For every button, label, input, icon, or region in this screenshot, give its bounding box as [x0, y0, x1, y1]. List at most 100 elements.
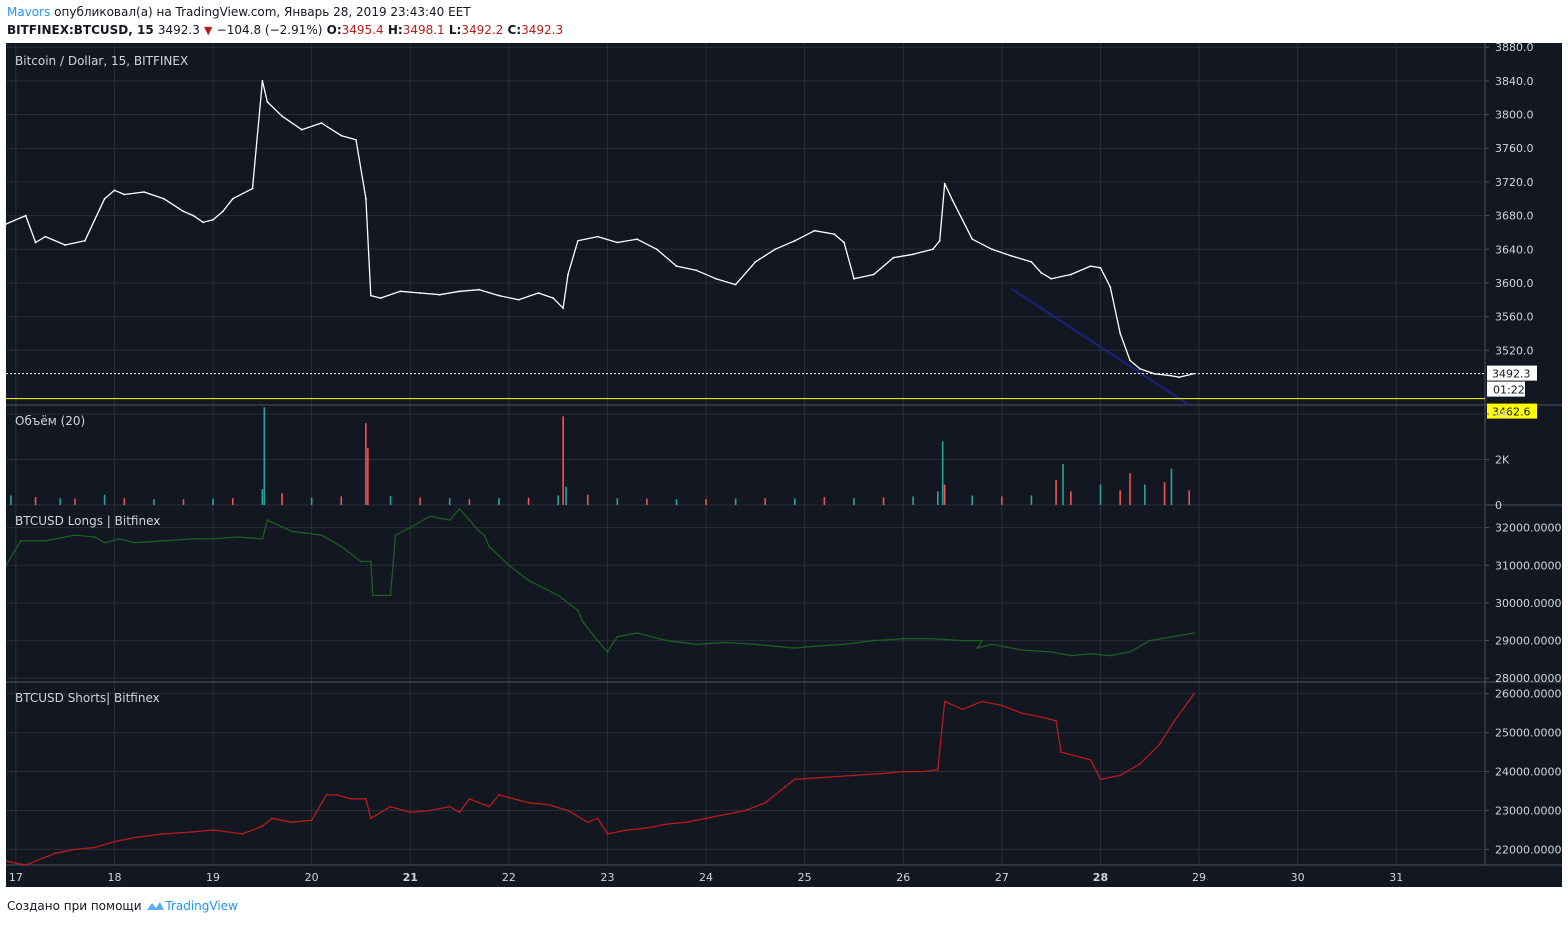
shorts-series-line-point [133, 836, 136, 839]
price-series-line-point [1099, 266, 1102, 269]
volume-bar [646, 498, 648, 505]
chart-area[interactable]: 17 18 19 20 21 22 23 24 25 26 27 28 29 30 31 3880.0 3840… [6, 43, 1562, 887]
longs-series-line-point [665, 639, 668, 642]
volume-bar [34, 497, 37, 505]
volume-bar [565, 486, 567, 505]
price-series-line-point [754, 260, 757, 263]
shorts-series-line-point [646, 827, 648, 829]
volume-tick-label: 0 [1495, 499, 1502, 512]
volume-bar [182, 499, 185, 505]
longs-series-line-point [636, 632, 638, 634]
close-label: C: [507, 23, 522, 37]
charts-svg[interactable]: 17 18 19 20 21 22 23 24 25 26 27 28 29 30 31 3880.0 3840… [6, 43, 1562, 887]
price-series-line-point [938, 239, 941, 242]
price-series-line-point [813, 229, 816, 232]
longs-series-line [6, 508, 1195, 657]
shorts-series-line-point [1099, 778, 1102, 781]
volume-bar [310, 497, 313, 505]
open-label: O: [326, 23, 342, 37]
shorts-series-line-point [922, 770, 924, 773]
volume-bar [794, 498, 796, 505]
price-series-line-point [182, 210, 185, 213]
longs-series-line-point [44, 539, 47, 542]
high-value: 3498.1 [402, 23, 445, 37]
shorts-series-line-point [93, 846, 96, 849]
longs-series-line-point [1020, 649, 1023, 651]
shorts-series-line-point [981, 700, 984, 703]
longs-series-line-point [261, 537, 264, 540]
longs-series-line-point [409, 526, 412, 529]
volume-bar [616, 498, 619, 505]
price-series-line-point [552, 297, 555, 299]
price-series-line-point [1089, 265, 1092, 267]
longs-series-line-point [1050, 650, 1053, 653]
longs-tick-label: 29000.0000 [1495, 635, 1561, 648]
price-series-line-point [261, 79, 264, 82]
price-series-line-point [281, 115, 283, 118]
price-series-line-point [355, 138, 357, 141]
longs-series-line-point [266, 519, 269, 521]
shorts-series-line-point [458, 811, 461, 814]
longs-tick-label: 31000.0000 [1495, 559, 1561, 572]
price-series-line-point [1139, 367, 1141, 370]
price-series-line-point [266, 101, 269, 103]
price-series-line-point [93, 218, 96, 221]
longs-series-line-point [724, 641, 727, 644]
price-series-line-point [379, 297, 382, 299]
publication-line: Mavors опубликовал(а) на TradingView.com… [7, 5, 471, 19]
volume-bar [1001, 496, 1003, 505]
longs-series-line-point [976, 647, 979, 650]
shorts-series-line-point [325, 794, 328, 796]
longs-series-line-point [961, 639, 964, 642]
last-price: 3492.3 [157, 23, 200, 37]
longs-series-line-point [162, 539, 165, 542]
volume-bar [365, 423, 367, 505]
longs-series-line-point [902, 637, 905, 640]
shorts-series-line [6, 693, 1195, 866]
author-link[interactable]: Mavors [7, 5, 51, 19]
price-series-line-point [103, 197, 106, 200]
shorts-series-line-point [1020, 712, 1023, 715]
longs-series-line-point [394, 534, 397, 537]
longs-series-line-point [360, 560, 362, 563]
price-series-line-point [1178, 376, 1181, 379]
shorts-series-line-point [310, 819, 313, 822]
shorts-series-line-point [429, 809, 431, 812]
price-series-line-point [222, 210, 224, 213]
longs-series-line-point [488, 545, 491, 548]
volume-bar [586, 494, 589, 505]
longs-tick-label: 28000.0000 [1495, 672, 1561, 685]
shorts-series-line-point [74, 848, 76, 851]
longs-series-line-point [991, 643, 993, 646]
longs-series-line-point [19, 539, 22, 542]
price-tick-label: 3560.0 [1495, 311, 1534, 324]
volume-bar [1055, 480, 1057, 505]
price-series-line-point [212, 218, 214, 221]
price-tick-label: 3680.0 [1495, 210, 1534, 223]
shorts-series-line-point [1000, 704, 1003, 707]
price-series-line-point [34, 241, 37, 244]
shorts-series-line-point [369, 817, 372, 820]
longs-series-line-point [754, 643, 757, 646]
shorts-series-line-point [498, 794, 500, 796]
tradingview-logo[interactable]: TradingView [145, 899, 238, 913]
shorts-series-line-point [291, 821, 293, 824]
shorts-series-line-point [113, 840, 116, 843]
longs-series-line-point [616, 635, 619, 638]
shorts-series-line-point [241, 832, 244, 835]
x-tick-label: 22 [502, 871, 516, 884]
longs-series-line-point [596, 639, 599, 642]
price-series-line-point [340, 134, 343, 137]
price-series-line-point [438, 293, 441, 296]
volume-bar [1099, 484, 1102, 505]
volume-bar [103, 494, 106, 505]
shorts-series-line-point [364, 797, 367, 800]
shorts-series-line-point [936, 768, 939, 771]
shorts-series-line-point [547, 803, 550, 806]
price-tick-label: 3840.0 [1495, 75, 1534, 88]
shorts-series-line-point [212, 829, 214, 831]
shorts-series-line-point [389, 805, 392, 808]
price-series-line-point [774, 248, 776, 251]
shorts-series-line-point [488, 805, 491, 808]
longs-pane-title: BTCUSD Longs | Bitfinex [15, 514, 160, 528]
